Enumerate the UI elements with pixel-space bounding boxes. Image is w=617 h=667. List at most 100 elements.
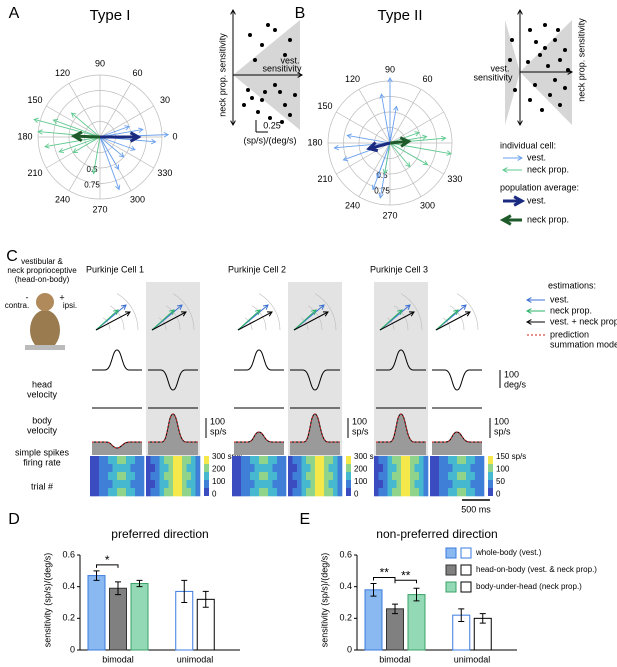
heat-cell — [292, 472, 298, 481]
heat-cell — [139, 456, 145, 465]
heat-cell — [466, 472, 471, 481]
angle-label: 60 — [132, 68, 142, 78]
stimulus-label: neck proprioceptive — [7, 266, 77, 275]
dot — [510, 38, 514, 42]
firing-area — [234, 432, 284, 455]
heat-cell — [108, 472, 113, 481]
heat-cell — [186, 464, 192, 473]
heat-cell — [99, 480, 104, 489]
heat-cell — [414, 464, 420, 473]
heat-cell — [319, 472, 325, 481]
dot — [553, 38, 557, 42]
panel-letter: B — [295, 5, 306, 22]
heat-cell — [461, 480, 467, 489]
heat-cell — [430, 480, 435, 489]
heat-cell — [245, 480, 251, 489]
radius-label: 0.75 — [374, 187, 390, 196]
prediction — [376, 413, 426, 443]
bar — [407, 594, 426, 651]
side-label: ipsi. — [63, 301, 77, 310]
line — [68, 83, 101, 138]
line — [347, 135, 391, 144]
heat-cell — [103, 488, 109, 497]
heat-cell — [374, 480, 379, 489]
legend-swatch — [460, 547, 472, 559]
heat-cell — [117, 488, 122, 497]
heat-cell — [112, 472, 118, 481]
dot — [248, 33, 252, 37]
heat-cell — [159, 480, 165, 489]
inset-shade — [505, 20, 520, 125]
colorbar-tick: 50 — [496, 477, 505, 486]
line — [95, 311, 131, 331]
y-tick-label: 0.2 — [339, 613, 352, 623]
side-label: contra. — [5, 301, 29, 310]
heat-cell — [121, 472, 127, 481]
heat-cell — [177, 480, 183, 489]
heat-cell — [126, 472, 131, 481]
heat-cell — [470, 488, 476, 497]
heat-cell — [254, 488, 260, 497]
dot — [538, 53, 542, 57]
panel-letter: A — [9, 5, 20, 22]
arrow-head — [318, 304, 325, 310]
prediction — [92, 441, 142, 449]
heat-cell — [443, 456, 449, 465]
line — [336, 111, 391, 144]
y-tick-label: 0.2 — [62, 613, 75, 623]
heat-cell — [112, 464, 118, 473]
bar — [386, 608, 404, 651]
fan-ring — [456, 293, 479, 331]
arrow-head — [371, 184, 377, 191]
dot — [548, 93, 552, 97]
firing-area — [376, 414, 426, 455]
heat-cell — [401, 488, 406, 497]
line — [71, 112, 101, 138]
heat-cell — [130, 488, 136, 497]
heat-cell — [333, 456, 338, 465]
colorbar — [204, 464, 209, 472]
monkey-body — [30, 310, 60, 350]
heat-cell — [378, 480, 384, 489]
heat-cell — [434, 464, 440, 473]
heat-cell — [173, 488, 178, 497]
heat-cell — [173, 464, 178, 473]
legend-title: individual cell: — [500, 140, 556, 150]
heat-cell — [430, 488, 435, 497]
y-axis-label: sensitivity (sp/s)/(deg/s) — [42, 553, 52, 648]
fan-ring — [172, 293, 195, 331]
heat-cell — [155, 480, 160, 489]
arrow-head — [130, 145, 136, 151]
heat-cell — [139, 472, 145, 481]
heat-cell — [461, 472, 467, 481]
arrow-head — [230, 120, 236, 127]
heat-cell — [103, 472, 109, 481]
fan-ring — [449, 305, 465, 331]
row-label: firing rate — [23, 457, 61, 467]
arrow-head — [397, 309, 403, 315]
heat-cell — [443, 472, 449, 481]
fan-ring — [258, 293, 281, 331]
angle-label: 60 — [422, 74, 432, 84]
heat-cell — [414, 472, 420, 481]
heat-cell — [315, 456, 320, 465]
heat-cell — [259, 464, 264, 473]
heat-cell — [146, 472, 151, 481]
significance-label: ** — [401, 568, 411, 582]
line — [151, 309, 175, 331]
colorbar-tick: 300 sp/s — [354, 452, 384, 461]
heat-cell — [387, 472, 393, 481]
dot — [508, 58, 512, 62]
heat-cell — [466, 488, 471, 497]
heat-cell — [466, 456, 471, 465]
y-tick-label: 0.6 — [339, 549, 352, 559]
error-bar — [370, 583, 377, 597]
heat-cell — [328, 488, 334, 497]
dot — [250, 96, 254, 100]
heat-cell — [378, 464, 384, 473]
y-axis-label: sensitivity (sp/s)/(deg/s) — [319, 553, 329, 648]
x-tick-label: bimodal — [102, 654, 134, 664]
heat-cell — [423, 488, 429, 497]
colorbar — [204, 472, 209, 480]
